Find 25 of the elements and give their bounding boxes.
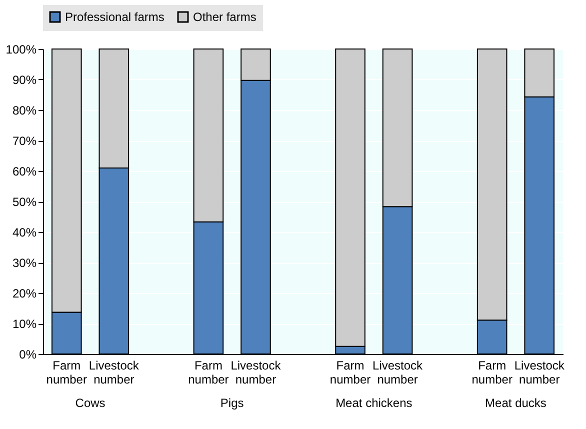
y-tick-label: 20% [12, 286, 37, 300]
y-tick-label: 0% [19, 348, 37, 362]
y-tick-label: 60% [12, 164, 37, 178]
x-tick-label: Livestock number [230, 358, 282, 386]
text: Cows [75, 396, 106, 410]
text: Meat chickens [336, 396, 412, 410]
text: Pigs [220, 396, 244, 410]
y-tick-label: 30% [12, 256, 37, 270]
y-tick-label: 10% [12, 317, 37, 331]
text: Meat ducks [485, 396, 546, 410]
legend-label: Professional farms [65, 10, 164, 24]
y-tick-label: 70% [12, 134, 37, 148]
x-tick-label: Farm number [188, 358, 229, 386]
x-tick-label: Livestock number [372, 358, 424, 386]
x-tick-label: Livestock number [88, 358, 140, 386]
x-tick-label: Livestock number [514, 358, 566, 386]
x-tick-label: Farm number [472, 358, 512, 386]
legend-label: Other farms [193, 10, 256, 24]
y-tick-label: 90% [12, 73, 37, 87]
y-tick-label: 50% [12, 195, 37, 209]
x-tick-label: Farm number [330, 358, 371, 386]
y-tick-label: 80% [12, 104, 37, 118]
y-tick-label: 100% [6, 42, 37, 56]
y-tick-label: 40% [12, 226, 37, 240]
x-tick-label: Farm number [46, 358, 87, 386]
